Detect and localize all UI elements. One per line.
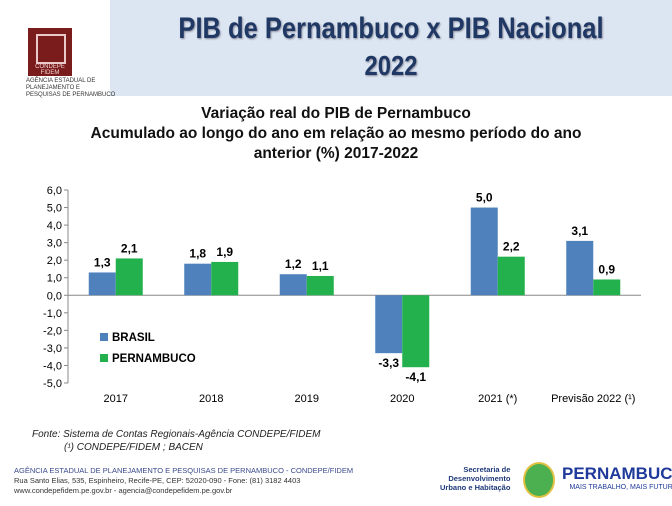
- y-tick-label: 5,0: [47, 203, 62, 215]
- chart-title-line: Acumulado ao longo do ano em relação ao …: [90, 125, 582, 142]
- x-tick-label: 2018: [199, 393, 223, 405]
- y-tick-label: -5,0: [43, 378, 62, 390]
- bar-pernambuco: [402, 295, 430, 368]
- footer-contact: AGÊNCIA ESTADUAL DE PLANEJAMENTO E PESQU…: [14, 466, 353, 496]
- y-tick-label: -2,0: [43, 325, 62, 337]
- data-label: 1,3: [94, 255, 111, 269]
- y-tick-label: -3,0: [43, 343, 62, 355]
- secretaria-line: Desenvolvimento: [448, 474, 511, 483]
- bar-brasil: [375, 295, 403, 354]
- legend-swatch: [100, 333, 108, 341]
- legend-label: BRASIL: [112, 332, 155, 344]
- chart-title: Variação real do PIB de Pernambuco Acumu…: [0, 104, 672, 164]
- header-banner: [110, 0, 672, 96]
- x-tick-label: 2021 (*): [478, 393, 517, 405]
- bar-brasil: [184, 263, 212, 296]
- data-label: 5,0: [476, 191, 493, 205]
- bar-brasil: [279, 274, 307, 296]
- bar-brasil: [88, 272, 116, 296]
- source-line: Fonte: Sistema de Contas Regionais-Agênc…: [32, 429, 321, 440]
- data-label: 1,2: [285, 257, 302, 271]
- y-tick-label: 4,0: [47, 220, 62, 232]
- agency-name: AGÊNCIA ESTADUAL DE PLANEJAMENTO E PESQU…: [26, 78, 115, 99]
- data-label: 0,9: [598, 262, 615, 276]
- y-tick-label: -1,0: [43, 308, 62, 320]
- legend-swatch: [100, 354, 108, 362]
- chart-title-line: anterior (%) 2017-2022: [253, 145, 419, 162]
- condepe-logo: CONDEPE FIDEM: [28, 28, 72, 76]
- x-tick-label: Previsão 2022 (¹): [551, 393, 635, 405]
- y-tick-label: 6,0: [47, 185, 62, 197]
- data-label: 2,1: [121, 241, 138, 255]
- footer-web[interactable]: www.condepefidem.pe.gov.br - agencia@con…: [14, 486, 233, 495]
- page-title: PIB de Pernambuco x PIB Nacional: [178, 12, 604, 45]
- gov-name: PERNAMBUCO: [562, 464, 672, 483]
- bar-pernambuco: [593, 279, 621, 296]
- secretaria-line: Urbano e Habitação: [440, 483, 511, 492]
- source-line: (¹) CONDEPE/FIDEM ; BACEN: [64, 442, 203, 453]
- x-tick-label: 2017: [104, 393, 128, 405]
- legend-label: PERNAMBUCO: [112, 353, 196, 365]
- x-tick-label: 2020: [390, 393, 414, 405]
- data-label: 1,8: [189, 247, 206, 261]
- bar-pernambuco: [497, 256, 525, 296]
- secretaria-logo: Secretaria de Desenvolvimento Urbano e H…: [440, 465, 510, 492]
- bar-pernambuco: [211, 261, 239, 296]
- data-label: -4,1: [405, 370, 426, 384]
- agency-line: PESQUISAS DE PERNAMBUCO: [26, 92, 116, 98]
- gov-slogan: MAIS TRABALHO, MAIS FUTURO: [569, 484, 672, 491]
- y-tick-label: 0,0: [47, 290, 62, 302]
- data-label: 2,2: [503, 240, 520, 254]
- y-tick-label: 1,0: [47, 273, 62, 285]
- page-subtitle: 2022: [364, 50, 418, 81]
- agency-line: AGÊNCIA ESTADUAL DE: [26, 78, 96, 84]
- pernambuco-seal-icon: [523, 462, 555, 498]
- data-label: 1,9: [216, 245, 233, 259]
- data-label: -3,3: [378, 356, 399, 370]
- source-note: Fonte: Sistema de Contas Regionais-Agênc…: [32, 428, 320, 454]
- x-tick-label: 2019: [295, 393, 319, 405]
- footer-agency: AGÊNCIA ESTADUAL DE PLANEJAMENTO E PESQU…: [14, 466, 354, 475]
- footer-address: Rua Santo Elias, 535, Espinheiro, Recife…: [14, 476, 301, 485]
- y-tick-label: 2,0: [47, 255, 62, 267]
- bar-brasil: [470, 207, 498, 296]
- data-label: 3,1: [571, 224, 588, 238]
- agency-line: PLANEJAMENTO E: [26, 85, 80, 91]
- government-logo: PERNAMBUCOMAIS TRABALHO, MAIS FUTURO: [562, 464, 672, 492]
- secretaria-line: Secretaria de: [463, 465, 511, 474]
- y-tick-label: -4,0: [43, 360, 62, 372]
- data-label: 1,1: [312, 259, 329, 273]
- bar-brasil: [566, 240, 594, 296]
- bar-pernambuco: [306, 275, 334, 296]
- chart-title-line: Variação real do PIB de Pernambuco: [201, 105, 471, 122]
- bar-pernambuco: [115, 258, 143, 296]
- y-tick-label: 3,0: [47, 238, 62, 250]
